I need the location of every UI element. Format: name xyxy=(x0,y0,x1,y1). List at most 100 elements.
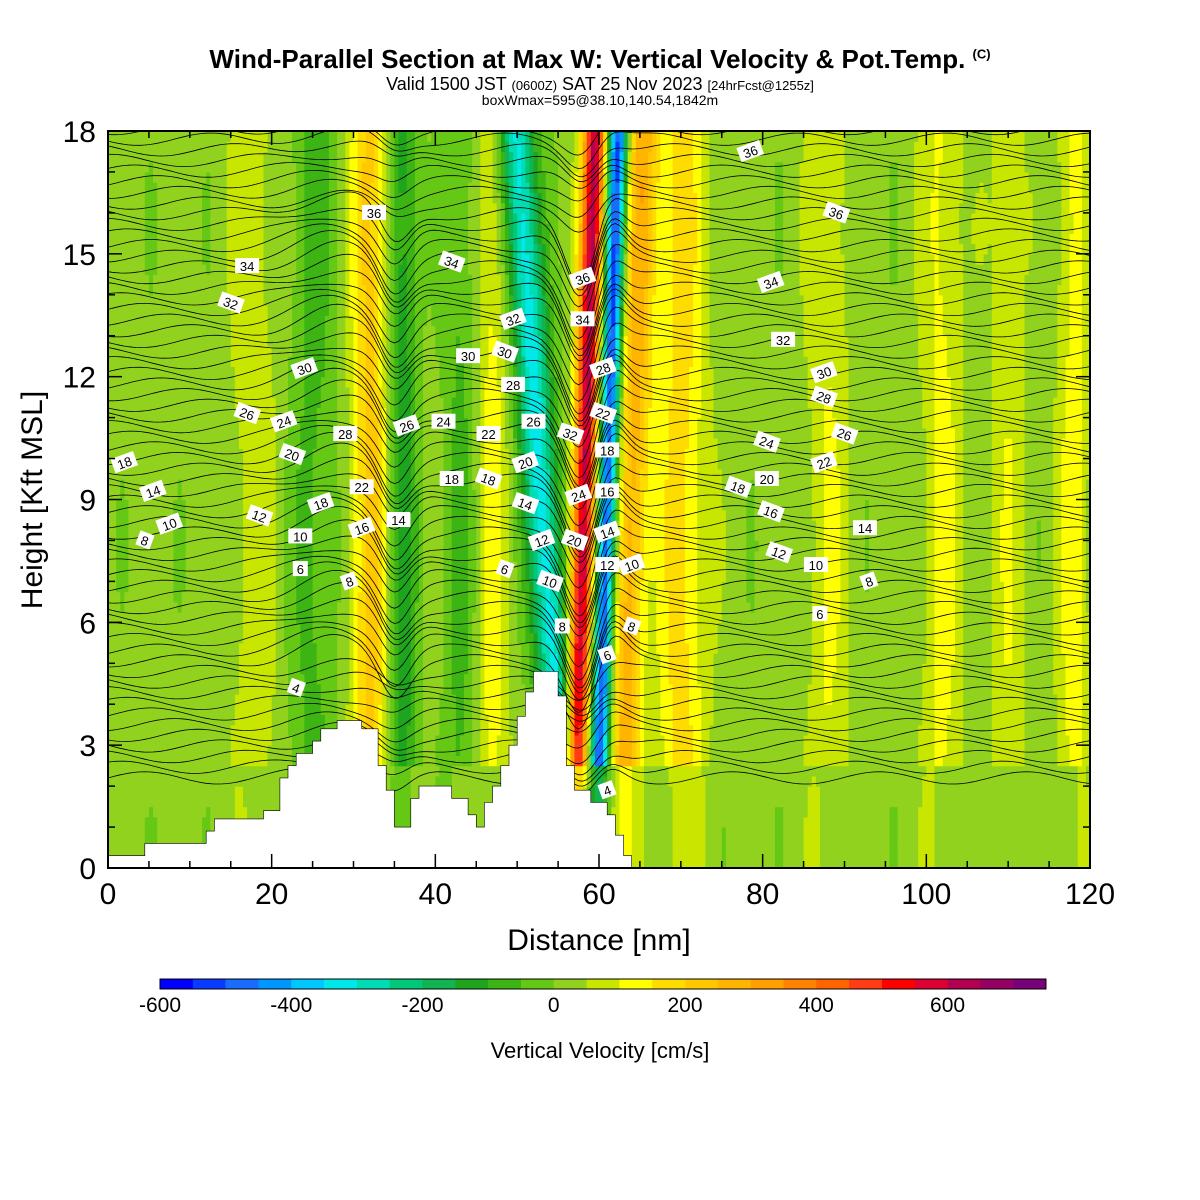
velocity-cell xyxy=(628,674,633,685)
velocity-cell xyxy=(877,745,882,756)
velocity-cell xyxy=(1061,807,1066,818)
velocity-cell xyxy=(853,735,858,746)
velocity-cell xyxy=(284,735,289,746)
velocity-cell xyxy=(435,704,440,715)
velocity-cell xyxy=(890,848,895,859)
velocity-cell xyxy=(157,755,162,766)
velocity-cell xyxy=(476,776,481,787)
velocity-cell xyxy=(791,684,796,695)
velocity-cell xyxy=(763,827,768,838)
velocity-cell xyxy=(894,807,899,818)
velocity-cell xyxy=(624,745,629,756)
velocity-cell xyxy=(812,694,817,705)
velocity-cell xyxy=(959,766,964,777)
velocity-cell xyxy=(202,735,207,746)
velocity-cell xyxy=(133,653,138,664)
velocity-cell xyxy=(910,714,915,725)
velocity-cell xyxy=(734,735,739,746)
velocity-cell xyxy=(881,766,886,777)
velocity-cell xyxy=(669,837,674,848)
velocity-cell xyxy=(967,848,972,859)
velocity-cell xyxy=(161,674,166,685)
velocity-cell xyxy=(194,694,199,705)
velocity-cell xyxy=(767,704,772,715)
velocity-cell xyxy=(439,704,444,715)
velocity-cell xyxy=(325,694,330,705)
velocity-cell xyxy=(869,837,874,848)
velocity-cell xyxy=(1012,786,1017,797)
velocity-cell xyxy=(1008,817,1013,828)
velocity-cell xyxy=(137,827,142,838)
velocity-cell xyxy=(746,653,751,664)
velocity-cell xyxy=(763,745,768,756)
velocity-cell xyxy=(1070,796,1075,807)
velocity-cell xyxy=(709,674,714,685)
velocity-cell xyxy=(276,674,281,685)
velocity-cell xyxy=(955,684,960,695)
velocity-cell xyxy=(714,704,719,715)
velocity-cell xyxy=(918,755,923,766)
velocity-cell xyxy=(1025,674,1030,685)
velocity-cell xyxy=(1049,776,1054,787)
velocity-cell xyxy=(1020,858,1025,869)
velocity-cell xyxy=(926,684,931,695)
velocity-cell xyxy=(832,827,837,838)
velocity-cell xyxy=(124,735,129,746)
velocity-cell xyxy=(1025,684,1030,695)
velocity-cell xyxy=(718,663,723,674)
velocity-cell xyxy=(133,694,138,705)
velocity-cell xyxy=(124,714,129,725)
velocity-cell xyxy=(464,786,469,797)
velocity-cell xyxy=(460,653,465,664)
velocity-cell xyxy=(693,663,698,674)
velocity-cell xyxy=(1061,704,1066,715)
velocity-cell xyxy=(853,704,858,715)
velocity-cell xyxy=(1082,755,1087,766)
velocity-cell xyxy=(218,674,223,685)
velocity-cell xyxy=(452,745,457,756)
velocity-cell xyxy=(902,674,907,685)
velocity-cell xyxy=(525,653,530,664)
velocity-cell xyxy=(689,817,694,828)
velocity-cell xyxy=(840,684,845,695)
velocity-cell xyxy=(660,786,665,797)
velocity-cell xyxy=(783,786,788,797)
velocity-cell xyxy=(935,714,940,725)
velocity-cell xyxy=(1029,735,1034,746)
velocity-cell xyxy=(1008,837,1013,848)
velocity-cell xyxy=(759,776,764,787)
velocity-cell xyxy=(898,827,903,838)
velocity-cell xyxy=(497,663,502,674)
velocity-cell xyxy=(251,766,256,777)
velocity-cell xyxy=(1025,725,1030,736)
velocity-cell xyxy=(795,745,800,756)
velocity-cell xyxy=(894,653,899,664)
velocity-cell xyxy=(910,817,915,828)
velocity-cell xyxy=(734,827,739,838)
velocity-cell xyxy=(902,786,907,797)
velocity-cell xyxy=(235,807,240,818)
velocity-cell xyxy=(787,735,792,746)
velocity-cell xyxy=(918,858,923,869)
velocity-cell xyxy=(718,674,723,685)
velocity-cell xyxy=(750,674,755,685)
velocity-cell xyxy=(857,807,862,818)
velocity-cell xyxy=(427,714,432,725)
velocity-cell xyxy=(849,674,854,685)
velocity-cell xyxy=(701,776,706,787)
velocity-cell xyxy=(235,796,240,807)
velocity-cell xyxy=(714,807,719,818)
velocity-cell xyxy=(656,827,661,838)
velocity-cell xyxy=(1033,714,1038,725)
velocity-cell xyxy=(1057,837,1062,848)
velocity-cell xyxy=(873,674,878,685)
velocity-cell xyxy=(804,684,809,695)
velocity-cell xyxy=(210,796,215,807)
velocity-cell xyxy=(562,674,567,685)
velocity-cell xyxy=(845,796,850,807)
velocity-cell xyxy=(709,704,714,715)
velocity-cell xyxy=(329,684,334,695)
velocity-cell xyxy=(750,776,755,787)
velocity-cell xyxy=(632,848,637,859)
velocity-cell xyxy=(726,755,731,766)
